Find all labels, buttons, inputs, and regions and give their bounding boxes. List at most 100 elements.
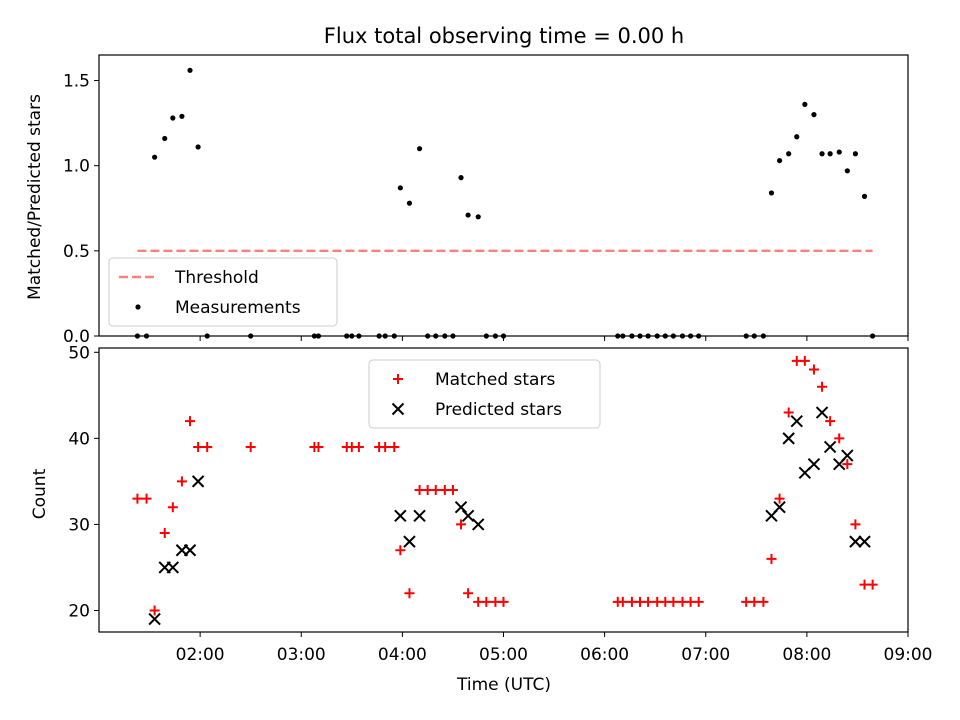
- matched-stars-point: [389, 441, 400, 452]
- measurements-point: [162, 135, 168, 142]
- matched-stars-point: [867, 579, 878, 590]
- predicted-stars-point: [413, 509, 426, 523]
- predicted-stars-point: [823, 440, 837, 454]
- predicted-stars-point: [841, 449, 854, 462]
- matched-stars-point: [447, 485, 458, 495]
- bottom-plot-frame: [98, 347, 909, 633]
- matched-stars-point: [749, 596, 760, 607]
- predicted-stars-point: [191, 475, 205, 488]
- predicted-stars-point: [782, 432, 795, 445]
- predicted-stars-point: [472, 518, 485, 531]
- predicted-stars-point: [815, 406, 829, 419]
- legend-matched-stars-label: Matched stars: [435, 370, 555, 390]
- matched-stars-point: [395, 545, 406, 556]
- measurements-point: [861, 193, 868, 199]
- measurements-point: [802, 101, 808, 107]
- matched-stars-point: [463, 588, 474, 599]
- predicted-stars-point: [183, 544, 197, 557]
- top-axes: 0.0 0.5 1.0 1.5 Threshold Measurements: [63, 54, 909, 347]
- matched-stars-point: [766, 553, 777, 564]
- matched-stars-point: [380, 441, 391, 452]
- matched-stars-point: [817, 381, 828, 392]
- matched-stars-point: [783, 407, 794, 418]
- measurements-point: [776, 157, 783, 164]
- top-legend: Threshold Measurements: [108, 257, 338, 327]
- x-tick-label: 09:00: [884, 645, 933, 665]
- matched-stars-point: [313, 441, 324, 452]
- measurements-point: [170, 115, 176, 121]
- measurements-point: [152, 154, 158, 160]
- matched-stars-point: [141, 493, 152, 504]
- legend-matched-stars-swatch: [393, 374, 403, 384]
- x-tick-label: 07:00: [681, 645, 730, 665]
- legend-measurements-label: Measurements: [175, 298, 301, 318]
- matched-stars-point: [167, 502, 178, 513]
- matched-stars-point: [481, 596, 492, 607]
- measurements-point: [475, 214, 481, 220]
- matched-stars-point: [758, 596, 769, 607]
- matched-stars-point: [693, 596, 704, 607]
- predicted-stars-point: [858, 535, 871, 548]
- predicted-stars-point: [849, 535, 862, 548]
- predicted-stars-point: [807, 457, 821, 471]
- matched-stars-point: [176, 476, 187, 487]
- matched-stars-point: [668, 596, 679, 607]
- chart-title: Flux total observing time = 0.00 h: [324, 24, 684, 48]
- matched-stars-point: [456, 519, 467, 530]
- matched-stars-point: [404, 588, 415, 599]
- measurements-point: [458, 175, 464, 181]
- legend-predicted-stars-label: Predicted stars: [435, 400, 562, 420]
- predicted-stars-point: [773, 501, 786, 514]
- matched-stars-point: [185, 416, 196, 427]
- matched-stars-point: [850, 519, 861, 530]
- matched-stars-point: [799, 355, 810, 366]
- matched-stars-point: [132, 493, 143, 504]
- predicted-stars-point: [403, 535, 416, 548]
- matched-stars-point: [774, 493, 785, 504]
- x-tick-label: 04:00: [378, 645, 427, 665]
- matched-stars-point: [498, 596, 509, 607]
- top-y-tick-label: 0.5: [63, 242, 90, 262]
- top-y-tick-label: 1.0: [63, 157, 90, 177]
- legend-predicted-stars-swatch: [391, 402, 405, 416]
- matched-stars-point: [430, 485, 441, 495]
- measurements-point: [187, 67, 193, 73]
- top-y-axis-label: Matched/Predicted stars: [25, 94, 45, 300]
- top-y-tick-label: 0.0: [63, 327, 90, 347]
- top-legend-box: [108, 257, 338, 327]
- measurements-point: [794, 134, 800, 140]
- predicted-stars-point: [454, 501, 468, 514]
- predicted-stars-point: [148, 612, 161, 626]
- matched-stars-point: [834, 433, 845, 444]
- x-tick-label: 06:00: [580, 645, 629, 665]
- measurements-point: [836, 149, 842, 155]
- bottom-legend-box: [368, 359, 601, 429]
- measurements-point: [179, 113, 185, 119]
- top-plot-frame: [98, 54, 909, 337]
- measurements-point: [768, 190, 775, 196]
- x-axis-label: Time (UTC): [456, 675, 551, 695]
- x-tick-label: 05:00: [479, 645, 528, 665]
- predicted-stars-point: [394, 509, 407, 523]
- matched-stars-point: [353, 441, 364, 452]
- matched-stars-point: [149, 605, 160, 616]
- bottom-y-tick-label: 30: [68, 515, 90, 535]
- bottom-axes: 20 30 40 50 02:00 03:00 04:00 05:00 06:00 07:00 08…: [68, 343, 932, 665]
- matched-stars-point: [808, 364, 819, 375]
- measurements-point: [819, 151, 825, 157]
- measurements-point: [786, 151, 792, 157]
- measurements-point: [465, 212, 471, 218]
- bottom-y-tick-label: 40: [68, 429, 90, 449]
- x-tick-label: 08:00: [782, 645, 831, 665]
- measurements-point: [852, 151, 859, 157]
- x-tick-label: 02:00: [176, 645, 225, 665]
- predicted-stars-point: [166, 561, 180, 574]
- measurements-point: [416, 146, 423, 152]
- matched-stars-point: [643, 596, 654, 607]
- bottom-y-tick-label: 50: [68, 343, 90, 363]
- matched-stars-point: [202, 441, 213, 452]
- predicted-stars-point: [790, 414, 803, 428]
- bottom-legend: Matched stars Predicted stars: [368, 359, 601, 429]
- measurements-point: [827, 151, 833, 157]
